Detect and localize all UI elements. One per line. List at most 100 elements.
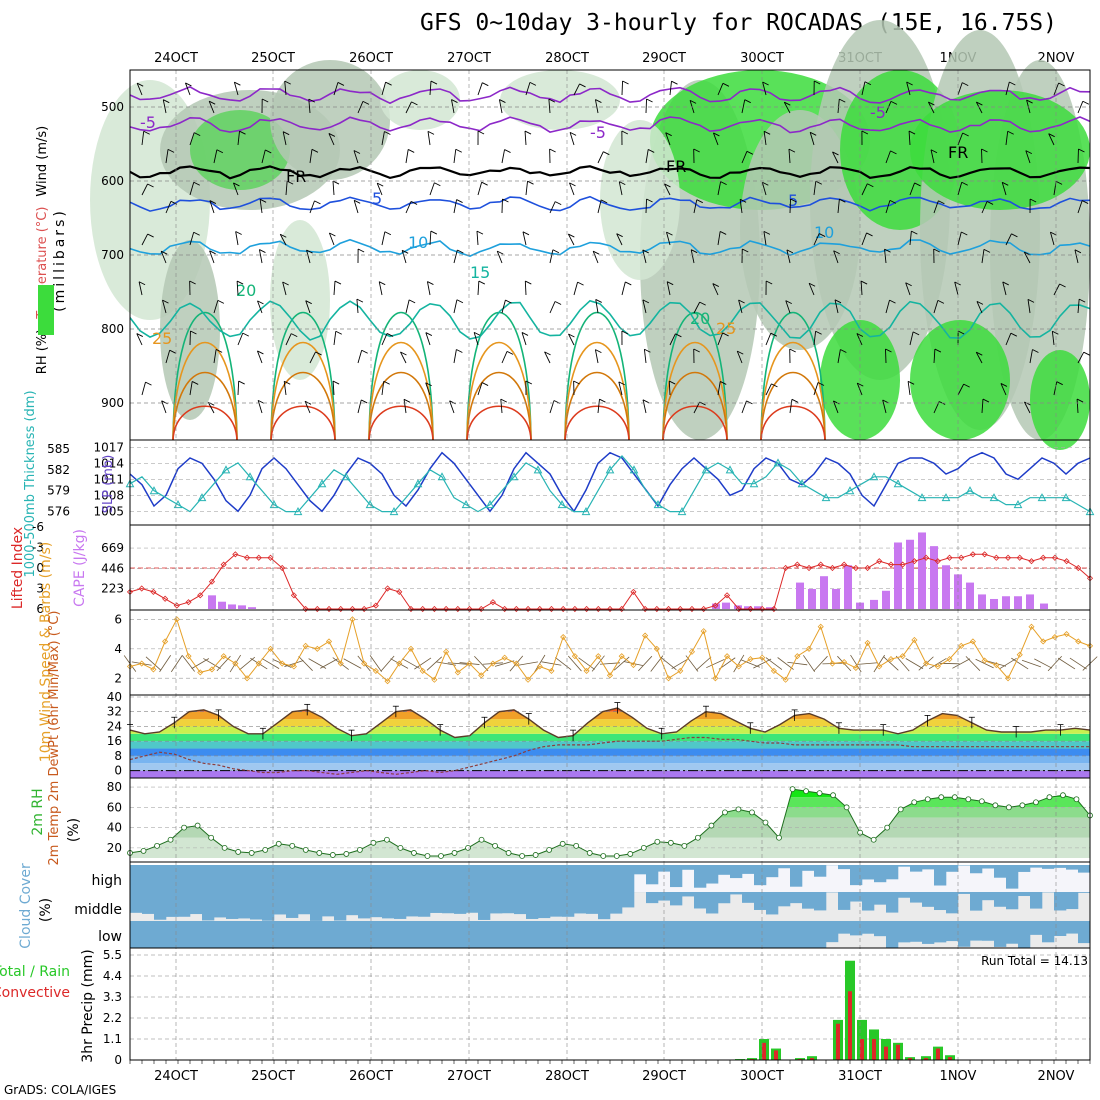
cloud-bar	[202, 921, 215, 948]
surface-wind-barb	[986, 660, 1007, 667]
wind-barb	[427, 131, 431, 146]
wind-barb	[832, 400, 839, 414]
wind-speed-marker	[735, 663, 742, 670]
wind-speed-marker	[162, 638, 169, 645]
contour-label: FR	[666, 157, 686, 176]
rh-marker	[735, 806, 742, 813]
cape-bar	[808, 588, 816, 609]
wind-barb-flag	[282, 131, 290, 136]
wind-barb-flag	[235, 231, 242, 235]
wind-barb-flag	[548, 98, 556, 103]
cloud-bar	[298, 865, 311, 892]
wind-barb	[861, 81, 866, 96]
rh-marker	[478, 836, 485, 843]
wind-barb	[762, 81, 767, 96]
cape-bar	[978, 594, 986, 609]
cloud-bar	[466, 921, 479, 948]
contour-label: 10	[408, 233, 428, 252]
wind-barb-flag	[738, 299, 745, 304]
wind-barb-flag	[832, 151, 839, 156]
wind-barb-flag	[839, 98, 846, 103]
thickness-marker	[341, 472, 351, 481]
wind-barb-flag	[332, 180, 340, 185]
cloud-bar	[226, 921, 239, 948]
cloud-bar	[814, 865, 827, 877]
cape-bar	[238, 605, 246, 609]
wind-barb-flag	[646, 98, 653, 103]
thickness-marker	[653, 500, 663, 509]
wind-barb	[739, 199, 743, 214]
cloud-bar	[202, 865, 215, 892]
cloud-bar	[550, 865, 563, 892]
wind-barb-flag	[311, 148, 319, 153]
wind-barb	[717, 83, 724, 96]
wind-barb-flag	[476, 230, 484, 235]
rh-marker	[370, 839, 377, 846]
wind-barb	[162, 299, 167, 314]
wind-barb	[449, 400, 455, 414]
wind-barb-flag	[603, 151, 610, 156]
wind-barb-flag	[282, 281, 289, 286]
wind-barb-flag	[328, 133, 336, 137]
li-marker	[735, 605, 742, 613]
wind-barb	[1074, 249, 1079, 264]
wind-barb-flag	[765, 280, 773, 285]
date-label-bottom: 31OCT	[838, 1069, 882, 1084]
wind-barb	[1024, 401, 1031, 414]
rh-marker	[1060, 792, 1066, 799]
wind-barb	[909, 331, 914, 346]
wind-speed-marker	[665, 675, 672, 682]
surface-wind-barb	[380, 655, 395, 672]
temp-contour-25	[270, 341, 336, 441]
li-marker	[958, 554, 965, 561]
cloud-bar	[322, 892, 335, 917]
wind-speed-marker	[747, 656, 754, 663]
wind-barb	[930, 149, 935, 164]
cloud-bar	[250, 921, 263, 948]
wind-barb-flag	[529, 82, 537, 86]
cloud-bar	[838, 892, 851, 910]
li-marker	[524, 605, 532, 613]
y-tick-label-left: 576	[47, 505, 70, 519]
rh-marker	[870, 836, 877, 843]
wind-speed-marker	[431, 676, 438, 683]
li-marker	[489, 599, 496, 606]
wind-barb-flag	[329, 232, 336, 237]
y-axis-label-left: Lifted Index	[10, 527, 26, 609]
cloud-bar	[982, 865, 995, 869]
y-axis-label-left: 1000-500mb Thickness (dm)	[23, 390, 38, 577]
wind-barb-flag	[983, 248, 991, 253]
cloud-bar	[178, 892, 191, 917]
wind-barb	[809, 132, 815, 146]
wind-barb	[594, 349, 599, 364]
cloud-bar	[634, 921, 647, 948]
wind-barb-flag	[1058, 82, 1065, 87]
wind-barb-flag	[961, 181, 968, 186]
y-tick-label-right: 1008	[93, 488, 124, 502]
y-tick-label: 40	[107, 690, 122, 704]
thickness-marker	[869, 472, 879, 481]
rh-marker	[532, 852, 539, 858]
y-tick-label: 700	[101, 248, 124, 262]
temp-contour-5	[129, 195, 1091, 212]
wind-barb	[741, 400, 747, 414]
surface-wind-barb	[706, 659, 725, 669]
cloud-bar	[562, 865, 575, 892]
wind-barb	[642, 249, 647, 264]
cloud-bar	[718, 892, 731, 904]
cloud-bar	[886, 865, 899, 880]
li-marker	[946, 554, 953, 561]
wind-barb-flag	[1082, 100, 1090, 105]
cape-bar	[208, 595, 216, 609]
y-tick-label: 6	[114, 612, 122, 626]
wind-barb-flag	[1029, 198, 1037, 203]
wind-barb	[975, 352, 983, 364]
wind-barb-flag	[1009, 81, 1016, 86]
cloud-bar	[862, 921, 875, 934]
wind-barb	[717, 181, 722, 196]
li-marker	[1086, 575, 1094, 582]
wind-barb-flag	[1002, 281, 1009, 286]
thickness-marker	[893, 479, 903, 488]
cloud-bar	[334, 892, 347, 921]
cloud-bar	[1054, 892, 1067, 911]
